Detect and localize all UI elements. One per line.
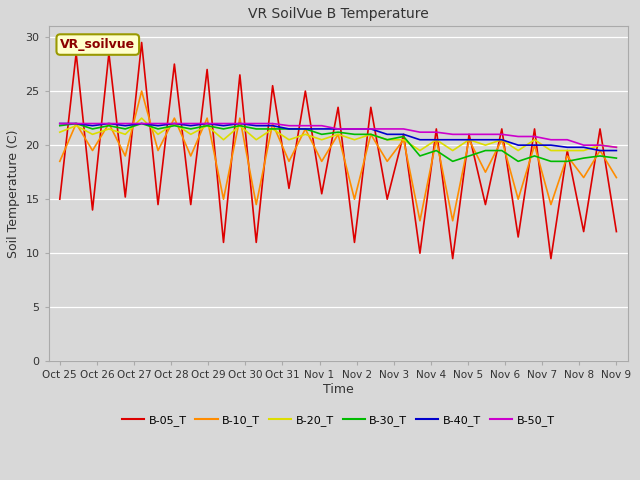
Y-axis label: Soil Temperature (C): Soil Temperature (C) [7,130,20,258]
Text: VR_soilvue: VR_soilvue [60,38,135,51]
Title: VR SoilVue B Temperature: VR SoilVue B Temperature [248,7,428,21]
X-axis label: Time: Time [323,383,353,396]
Legend: B-05_T, B-10_T, B-20_T, B-30_T, B-40_T, B-50_T: B-05_T, B-10_T, B-20_T, B-30_T, B-40_T, … [117,410,559,430]
